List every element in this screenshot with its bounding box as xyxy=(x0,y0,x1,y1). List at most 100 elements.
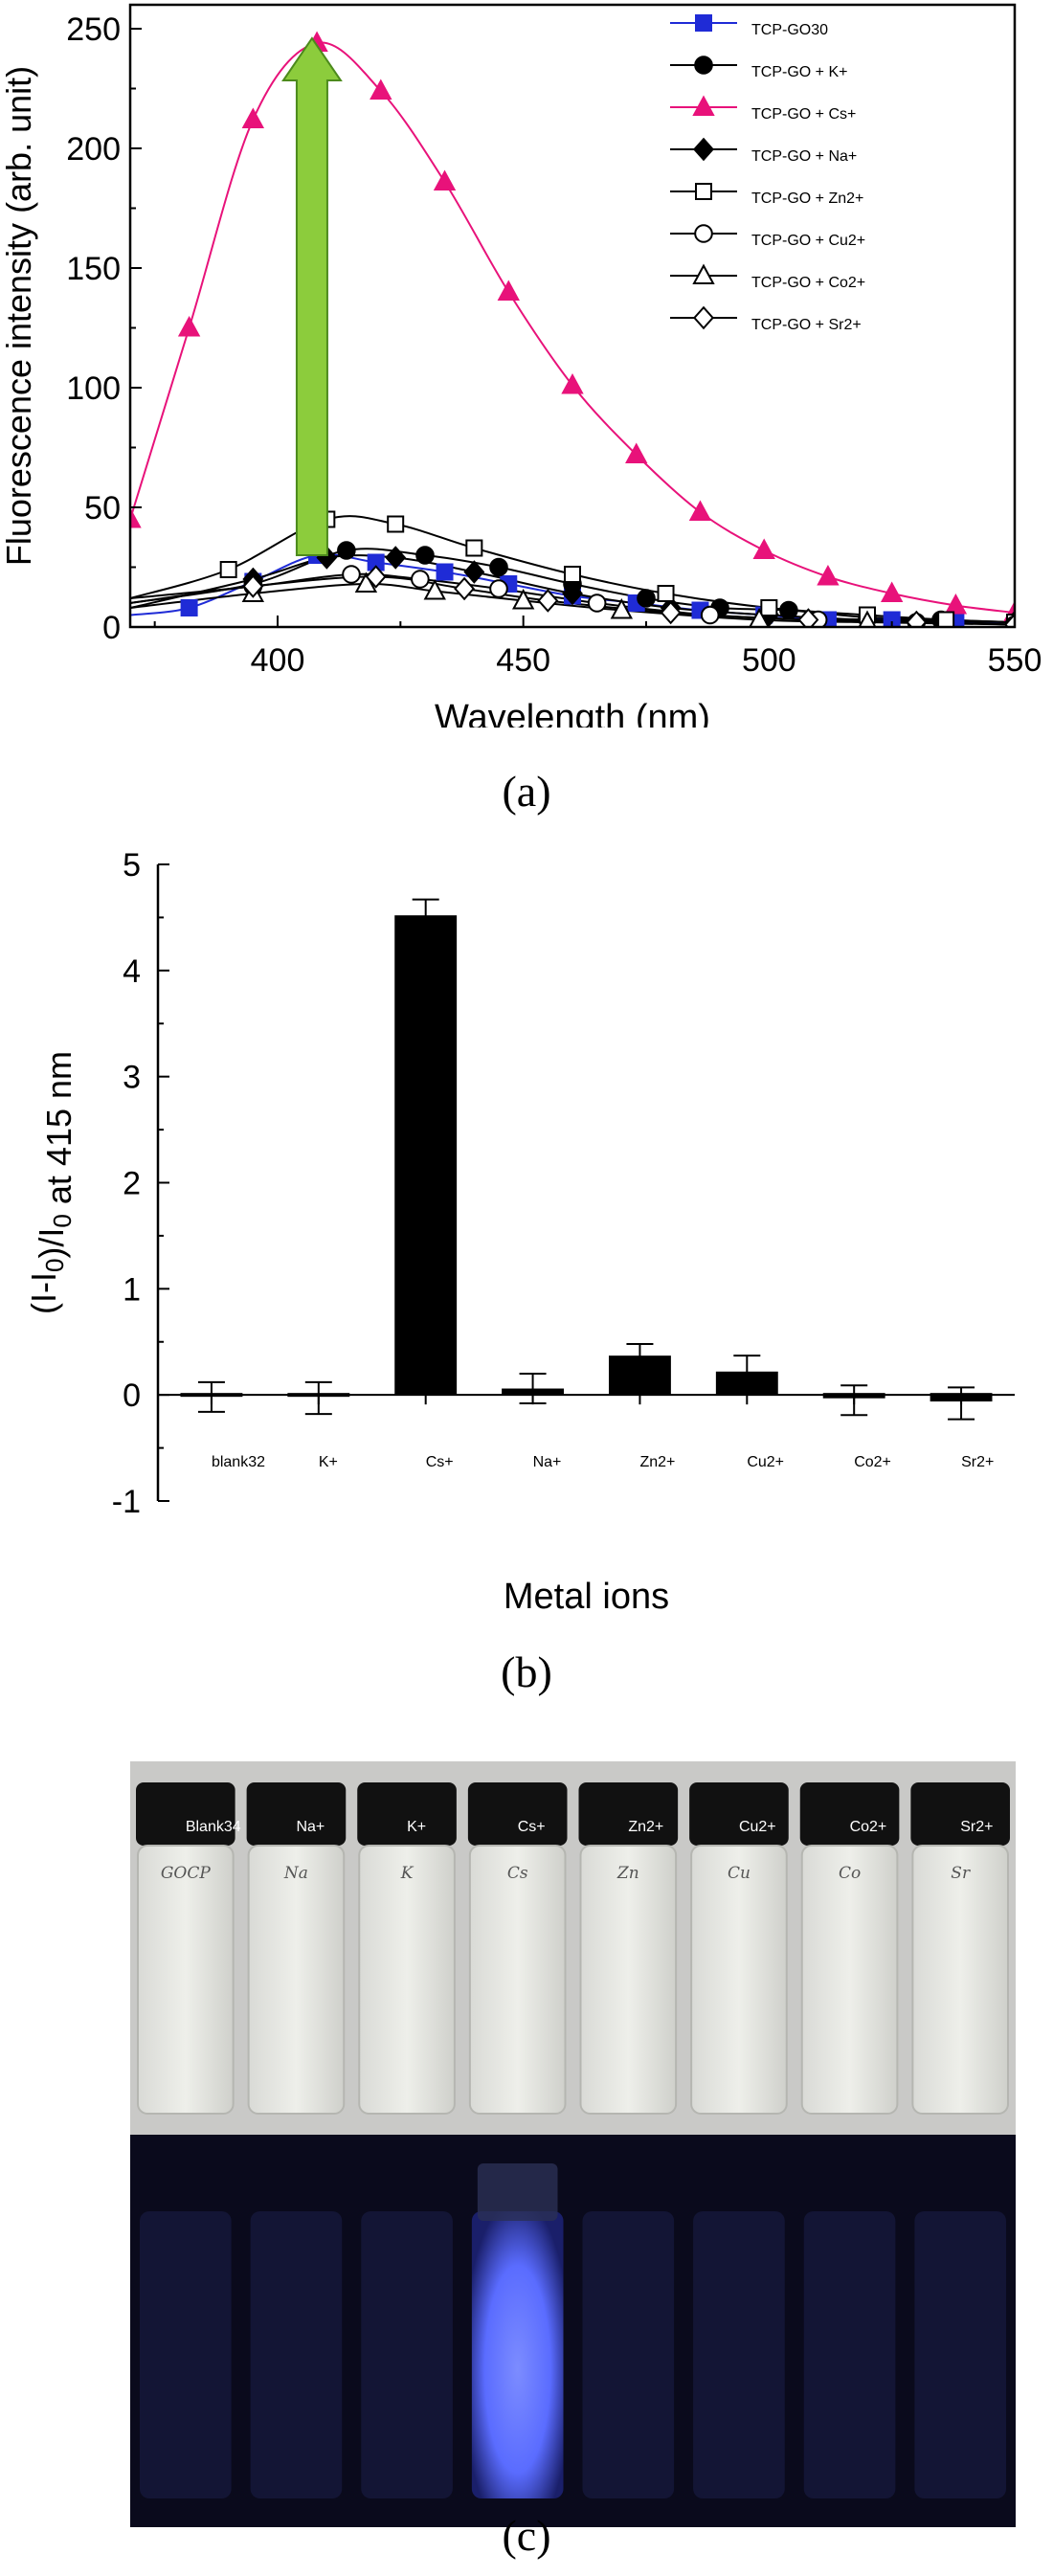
vial-handwriting: Co xyxy=(839,1864,861,1883)
data-point xyxy=(454,576,476,601)
legend-marker xyxy=(692,95,715,116)
data-point xyxy=(610,598,634,619)
data-point xyxy=(177,316,201,337)
x-axis-title: Metal ions xyxy=(504,1577,669,1617)
vial-cap xyxy=(467,1782,568,1846)
data-point xyxy=(423,579,446,600)
data-point xyxy=(858,610,877,627)
y-axis-title: Fluorescence intensity (arb. unit) xyxy=(0,66,38,566)
y-tick-label: 3 xyxy=(123,1060,141,1096)
vial-cap xyxy=(246,1782,347,1846)
panel-a-caption: (a) xyxy=(502,767,551,816)
svg-text:Na+: Na+ xyxy=(533,1454,562,1470)
uv-vial xyxy=(914,2211,1006,2498)
data-point xyxy=(436,563,454,581)
data-point xyxy=(1004,613,1015,627)
svg-text:Blank34: Blank34 xyxy=(186,1819,241,1835)
data-point xyxy=(242,574,264,598)
vial-body xyxy=(358,1845,456,2115)
svg-text:Na+: Na+ xyxy=(296,1819,325,1835)
y-tick-label: -1 xyxy=(112,1484,141,1520)
panel-c-caption: (c) xyxy=(502,2511,551,2560)
svg-text:Zn2+: Zn2+ xyxy=(639,1454,675,1470)
data-point xyxy=(365,565,387,589)
uv-vial xyxy=(582,2211,675,2498)
legend-marker xyxy=(694,56,713,75)
legend-marker xyxy=(693,305,714,330)
data-point xyxy=(660,600,682,625)
uv-vial xyxy=(140,2211,232,2498)
data-point xyxy=(465,539,483,557)
data-point xyxy=(880,581,904,602)
svg-text:blank32: blank32 xyxy=(212,1454,265,1470)
data-point xyxy=(561,373,584,394)
data-point xyxy=(385,546,407,570)
vial-body xyxy=(579,1845,678,2115)
vial-cap xyxy=(799,1782,900,1846)
data-point xyxy=(883,611,901,627)
uv-vial xyxy=(471,2211,564,2498)
svg-text:Cu2+: Cu2+ xyxy=(747,1454,784,1470)
svg-text:Cu2+: Cu2+ xyxy=(739,1819,776,1835)
legend-marker xyxy=(695,14,712,32)
vial-body xyxy=(690,1845,788,2115)
data-point xyxy=(337,541,356,560)
x-axis-title: Wavelength (nm) xyxy=(435,698,710,728)
vial-cap xyxy=(578,1782,679,1846)
x-tick-label: 550 xyxy=(988,642,1042,679)
vial-handwriting: Cu xyxy=(728,1864,751,1883)
svg-text:K+: K+ xyxy=(407,1819,426,1835)
uv-vial xyxy=(361,2211,453,2498)
svg-text:TCP-GO + Sr2+: TCP-GO + Sr2+ xyxy=(751,317,862,333)
y-tick-label: 5 xyxy=(123,847,141,884)
data-point xyxy=(537,589,559,613)
data-point xyxy=(752,538,775,559)
vial-handwriting: Na xyxy=(283,1864,308,1883)
data-point xyxy=(587,594,607,613)
vial-body xyxy=(137,1845,235,2115)
svg-text:TCP-GO + K+: TCP-GO + K+ xyxy=(751,64,847,80)
y-axis-title: (I-I0)/I0 at 415 nm xyxy=(24,1051,78,1314)
x-tick-label: 450 xyxy=(496,642,550,679)
x-tick-label: 400 xyxy=(251,642,305,679)
panel-b-caption: (b) xyxy=(501,1647,552,1696)
data-point xyxy=(700,605,720,625)
data-point xyxy=(637,589,656,608)
data-point xyxy=(749,608,770,627)
y-tick-label: 0 xyxy=(123,1378,141,1414)
vial-body xyxy=(247,1845,346,2115)
svg-text:Sr2+: Sr2+ xyxy=(961,1454,994,1470)
vial-body xyxy=(468,1845,567,2115)
green-arrow-annotation xyxy=(281,36,343,556)
svg-text:Sr2+: Sr2+ xyxy=(960,1819,993,1835)
data-point xyxy=(387,515,405,533)
svg-text:Co2+: Co2+ xyxy=(854,1454,891,1470)
data-point xyxy=(562,581,583,606)
vial-photograph: GOCP Blank34 Na Na+ K K+ Cs Cs+ Zn Zn2+ Cu Cu2+ Co Co… xyxy=(130,1761,1016,2527)
uv-vial xyxy=(693,2211,785,2498)
legend-marker xyxy=(695,183,712,200)
svg-text:TCP-GO + Co2+: TCP-GO + Co2+ xyxy=(751,275,865,291)
data-point xyxy=(564,566,581,583)
data-point xyxy=(511,589,535,610)
data-point xyxy=(433,169,457,190)
series-line-2 xyxy=(130,41,1015,614)
y-tick-label: 150 xyxy=(66,251,121,287)
y-tick-label: 0 xyxy=(102,610,121,646)
svg-text:TCP-GO30: TCP-GO30 xyxy=(751,22,828,38)
uv-vial xyxy=(803,2211,896,2498)
x-tick-label: 500 xyxy=(742,642,796,679)
bar xyxy=(394,915,458,1396)
data-point xyxy=(489,557,508,577)
y-tick-label: 50 xyxy=(84,490,121,526)
svg-text:K+: K+ xyxy=(319,1454,338,1470)
data-point xyxy=(688,500,712,521)
vial-handwriting: GOCP xyxy=(161,1864,212,1883)
vial-cap xyxy=(357,1782,457,1846)
svg-text:TCP-GO + Cs+: TCP-GO + Cs+ xyxy=(751,106,856,123)
y-tick-label: 250 xyxy=(66,11,121,48)
data-point xyxy=(415,546,435,565)
svg-text:TCP-GO + Zn2+: TCP-GO + Zn2+ xyxy=(751,190,863,207)
y-tick-label: 100 xyxy=(66,370,121,407)
data-point xyxy=(797,608,819,627)
